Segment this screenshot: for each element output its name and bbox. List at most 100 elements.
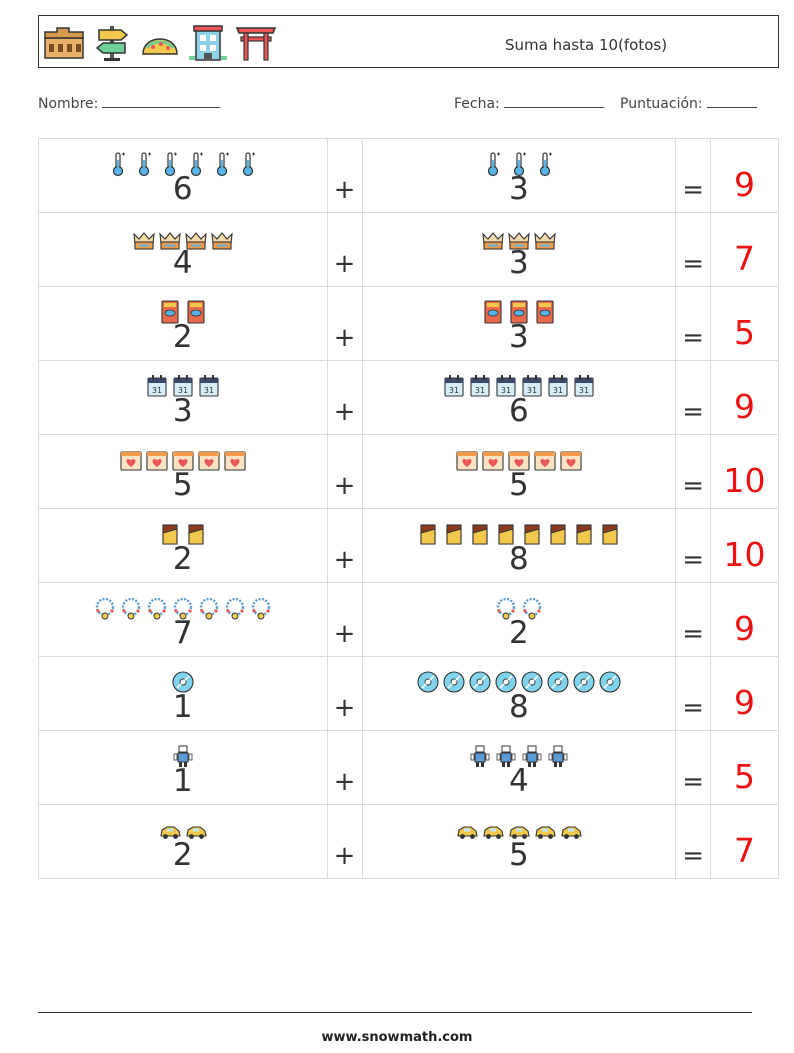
- svg-text:31: 31: [579, 386, 589, 395]
- crown-icon: [159, 232, 181, 250]
- calendar-icon: 31: [548, 375, 568, 397]
- necklace-icon: [225, 597, 244, 620]
- answer-cell[interactable]: 9: [710, 656, 779, 731]
- student-info-line: Nombre: Fecha: Puntuación:: [38, 94, 779, 116]
- equals-sign: =: [682, 841, 704, 871]
- answer-value: 10: [723, 461, 766, 500]
- addend-a-number: 1: [172, 763, 193, 799]
- addend-b-pictures: [363, 151, 676, 179]
- plus-sign: +: [333, 693, 356, 723]
- plus-sign: +: [333, 471, 356, 501]
- name-field[interactable]: Nombre:: [38, 94, 221, 112]
- addend-b-number: 8: [508, 689, 529, 725]
- addend-a-pictures: 31 31 31: [39, 373, 327, 401]
- equals-cell: =: [675, 730, 712, 805]
- calendar-icon: 31: [496, 375, 516, 397]
- problem-row: 1 +4 = 5: [38, 730, 779, 805]
- svg-text:31: 31: [553, 386, 563, 395]
- answer-cell[interactable]: 5: [710, 286, 779, 361]
- answer-cell[interactable]: 7: [710, 212, 779, 287]
- addend-a-cell: 2: [38, 508, 328, 583]
- addend-a-number: 3: [172, 393, 193, 429]
- thermometer-icon: [242, 152, 255, 177]
- addend-b-cell: 2: [361, 582, 677, 657]
- crown-icon: [133, 232, 155, 250]
- answer-cell[interactable]: 10: [710, 434, 779, 509]
- answer-value: 5: [734, 757, 756, 796]
- date-field[interactable]: Fecha:: [454, 94, 604, 112]
- car-icon: [509, 826, 530, 839]
- equals-cell: =: [675, 804, 712, 879]
- plus-cell: +: [326, 656, 363, 731]
- car-icon: [561, 826, 582, 839]
- passport-icon: [484, 300, 502, 324]
- answer-cell[interactable]: 9: [710, 138, 779, 213]
- score-blank[interactable]: [706, 94, 757, 108]
- chocolate-icon: [472, 524, 488, 545]
- taco-icon: [142, 38, 178, 55]
- disc-icon: [417, 671, 439, 693]
- addend-b-cell: 4: [361, 730, 677, 805]
- building-icon: [189, 25, 227, 61]
- addend-a-cell: 1: [38, 656, 328, 731]
- equals-cell: =: [675, 656, 712, 731]
- equals-sign: =: [682, 471, 704, 501]
- addend-b-cell: 5: [361, 434, 677, 509]
- necklace-icon: [121, 597, 140, 620]
- answer-value: 9: [734, 387, 756, 426]
- addend-b-pictures: [363, 595, 676, 623]
- heart-calendar-icon: [456, 451, 478, 471]
- plus-sign: +: [333, 545, 356, 575]
- answer-cell[interactable]: 7: [710, 804, 779, 879]
- plus-cell: +: [326, 730, 363, 805]
- addend-a-cell: 31 31 31 3: [38, 360, 328, 435]
- problem-row: 1 +8 = 9: [38, 656, 779, 731]
- addend-b-pictures: [363, 447, 676, 475]
- passport-icon: [187, 300, 205, 324]
- addend-b-number: 4: [508, 763, 529, 799]
- name-blank[interactable]: [102, 94, 221, 108]
- answer-cell[interactable]: 9: [710, 582, 779, 657]
- answer-value: 10: [723, 535, 766, 574]
- necklace-icon: [199, 597, 218, 620]
- heart-calendar-icon: [534, 451, 556, 471]
- answer-cell[interactable]: 10: [710, 508, 779, 583]
- date-blank[interactable]: [503, 94, 604, 108]
- problems-table: 6 +3 = 9 4 +3 = 7 2 +3 = 5 31 31 31 3 +31 31 31 31 31 31 6 = 9 5 +…: [38, 138, 779, 879]
- addend-a-cell: 7: [38, 582, 328, 657]
- equals-sign: =: [682, 693, 704, 723]
- equals-sign: =: [682, 397, 704, 427]
- addend-a-number: 4: [172, 245, 193, 281]
- addend-b-cell: 5: [361, 804, 677, 879]
- equals-sign: =: [682, 323, 704, 353]
- disc-icon: [599, 671, 621, 693]
- name-label: Nombre:: [38, 96, 99, 112]
- plus-sign: +: [333, 323, 356, 353]
- score-label: Puntuación:: [620, 96, 703, 112]
- addend-b-number: 3: [508, 319, 529, 355]
- necklace-icon: [496, 597, 516, 620]
- plus-cell: +: [326, 434, 363, 509]
- addend-b-number: 2: [508, 615, 529, 651]
- answer-value: 9: [734, 609, 756, 648]
- worksheet-title: Suma hasta 10(fotos): [505, 36, 668, 54]
- addend-a-pictures: [39, 817, 327, 845]
- problem-row: 2 +8 = 10: [38, 508, 779, 583]
- answer-cell[interactable]: 9: [710, 360, 779, 435]
- thermometer-icon: [190, 152, 203, 177]
- plus-cell: +: [326, 360, 363, 435]
- disc-icon: [172, 671, 194, 693]
- score-field[interactable]: Puntuación:: [620, 94, 757, 112]
- addend-a-number: 2: [172, 319, 193, 355]
- addend-b-number: 5: [508, 467, 529, 503]
- answer-value: 7: [734, 239, 756, 278]
- plus-cell: +: [326, 508, 363, 583]
- plus-sign: +: [333, 841, 356, 871]
- addend-a-pictures: [39, 743, 327, 771]
- addend-b-number: 3: [508, 171, 529, 207]
- answer-cell[interactable]: 5: [710, 730, 779, 805]
- svg-text:31: 31: [178, 386, 188, 395]
- addend-b-number: 3: [508, 245, 529, 281]
- addend-b-cell: 3: [361, 212, 677, 287]
- crown-icon: [508, 232, 530, 250]
